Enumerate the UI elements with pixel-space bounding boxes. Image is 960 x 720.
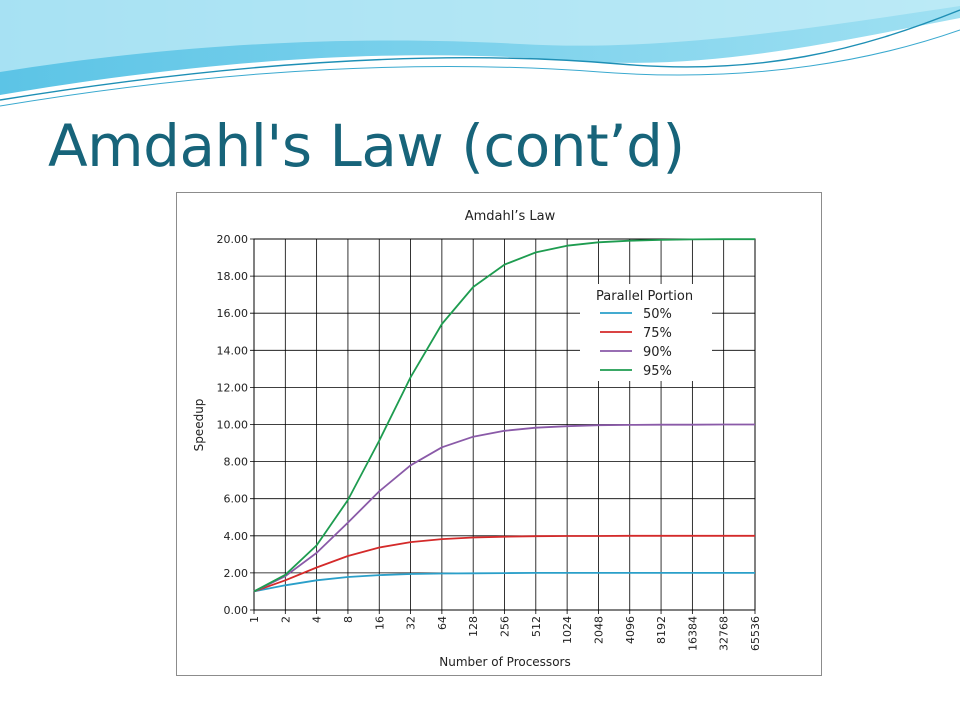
series-lines bbox=[253, 238, 755, 593]
wave-band-light bbox=[0, 0, 960, 72]
y-tick-label: 4.00 bbox=[224, 530, 249, 543]
x-axis-label: Number of Processors bbox=[439, 655, 570, 669]
chart-title: Amdahl’s Law bbox=[465, 209, 556, 224]
x-tick-label: 1 bbox=[248, 616, 261, 623]
speedup-chart: Amdahl’s Law 0.002.004.006.008.0010.0012… bbox=[192, 209, 762, 669]
x-tick-label: 64 bbox=[436, 616, 449, 630]
y-tick-label: 10.00 bbox=[217, 419, 249, 432]
x-tick-label: 2 bbox=[279, 616, 292, 623]
y-tick-label: 16.00 bbox=[217, 307, 249, 320]
x-tick-label: 4096 bbox=[624, 616, 637, 644]
x-tick-labels: 1 2 4 8 16 32 64 128 256 512 1024 2048 4096 8192 16384… bbox=[248, 616, 762, 651]
y-tick-labels: 0.00 2.00 4.00 6.00 8.00 10.00 12.00 14.00 16.00… bbox=[217, 233, 249, 617]
y-axis-label: Speedup bbox=[192, 399, 206, 452]
x-tick-label: 128 bbox=[467, 616, 480, 637]
series-line-90pct bbox=[253, 423, 755, 593]
chart-frame: Amdahl’s Law 0.00 2.00 4.00 6.00 8.00 10.00 12… bbox=[176, 192, 822, 676]
x-tick-label: 256 bbox=[499, 616, 512, 637]
legend-label: 95% bbox=[643, 364, 672, 379]
x-tick-label: 16384 bbox=[686, 616, 699, 651]
legend-label: 50% bbox=[643, 307, 672, 322]
legend-label: 90% bbox=[643, 345, 672, 360]
wave-line-1 bbox=[0, 9, 960, 101]
legend-label: 75% bbox=[643, 326, 672, 341]
y-tick-label: 12.00 bbox=[217, 381, 249, 394]
x-tick-label: 16 bbox=[373, 616, 386, 630]
legend-items: 50% 75% 90% 95% bbox=[600, 307, 672, 379]
x-tick-label: 32768 bbox=[718, 616, 731, 651]
x-tick-label: 65536 bbox=[749, 616, 762, 651]
y-tick-label: 0.00 bbox=[224, 604, 249, 617]
series-line-75pct bbox=[253, 534, 755, 593]
x-tick-label: 8 bbox=[342, 616, 355, 623]
y-tick-label: 20.00 bbox=[217, 233, 249, 246]
x-tick-label: 32 bbox=[405, 616, 418, 630]
legend-title: Parallel Portion bbox=[596, 289, 693, 304]
wave-line-2 bbox=[0, 29, 960, 107]
y-tick-label: 14.00 bbox=[217, 344, 249, 357]
y-tick-label: 8.00 bbox=[224, 456, 249, 469]
series-line-95pct bbox=[253, 238, 755, 593]
header-waves bbox=[0, 0, 960, 107]
slide-title: Amdahl's Law (cont’d) bbox=[48, 112, 685, 180]
x-tick-label: 2048 bbox=[592, 616, 605, 644]
x-tick-label: 4 bbox=[311, 616, 324, 623]
x-tick-label: 1024 bbox=[561, 616, 574, 644]
legend: Parallel Portion 50% 75% 90% 95% bbox=[580, 284, 712, 381]
y-tick-label: 6.00 bbox=[224, 493, 249, 506]
y-tick-label: 2.00 bbox=[224, 567, 249, 580]
series-line-50pct bbox=[253, 571, 755, 593]
y-tick-label: 18.00 bbox=[217, 270, 249, 283]
x-tick-label: 8192 bbox=[655, 616, 668, 644]
x-tick-label: 512 bbox=[530, 616, 543, 637]
